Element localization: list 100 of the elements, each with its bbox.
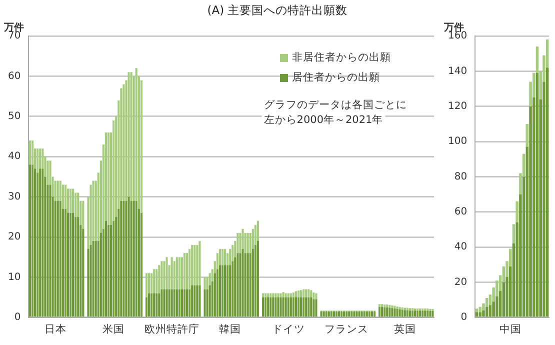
bar [272, 293, 274, 298]
bar [391, 308, 394, 317]
bar [145, 297, 148, 317]
bar [236, 232, 239, 254]
bar [310, 290, 312, 298]
y-tick-label: 160 [448, 30, 468, 42]
bar [64, 208, 66, 317]
bar [176, 289, 178, 317]
bar [148, 293, 150, 317]
bar [325, 311, 328, 317]
bar [158, 293, 160, 317]
y-tick-label: 10 [8, 272, 21, 283]
y-tick-label: 70 [8, 30, 21, 42]
bar [82, 228, 84, 317]
bar [256, 241, 259, 317]
bar [186, 253, 188, 290]
bar [180, 257, 184, 290]
bar [308, 289, 310, 298]
bar [396, 308, 398, 317]
bar [315, 293, 318, 300]
bar [536, 72, 539, 317]
bar [36, 148, 39, 173]
bar [292, 292, 294, 298]
bar [62, 184, 64, 209]
bar [166, 257, 168, 290]
bar [526, 124, 529, 147]
bar [256, 220, 259, 242]
bar [244, 253, 246, 317]
y-tick-label: 140 [448, 66, 468, 77]
bar [406, 310, 408, 317]
bar [229, 265, 232, 317]
bar [140, 80, 142, 213]
bar [401, 310, 404, 317]
bar [305, 289, 308, 298]
bar [122, 84, 125, 201]
bar [358, 311, 360, 317]
legend-label: 居住者からの出願 [292, 70, 380, 84]
bar [432, 310, 434, 317]
bar [356, 311, 358, 317]
bar [66, 188, 70, 213]
bar [31, 140, 34, 165]
y-tick-label: 20 [8, 232, 21, 243]
bar [290, 293, 292, 298]
bar [218, 249, 222, 266]
bar [277, 297, 280, 317]
bar [74, 192, 77, 217]
bar [39, 168, 42, 317]
bar [94, 241, 97, 317]
bar [216, 269, 218, 317]
bar [401, 307, 404, 310]
y-tick-label: 30 [8, 191, 21, 202]
bar [239, 232, 242, 254]
bar [236, 253, 239, 317]
bar [221, 265, 224, 317]
bar [404, 310, 406, 317]
bar [135, 200, 138, 317]
bar [338, 311, 340, 317]
bar [284, 293, 287, 298]
bar [128, 72, 130, 197]
bar [153, 293, 156, 317]
bar [34, 168, 36, 317]
bar [92, 241, 94, 317]
bar [368, 311, 370, 317]
bar [249, 232, 252, 254]
bar [208, 285, 211, 317]
bar [90, 184, 92, 246]
x-tick-label: 韓国 [219, 322, 242, 336]
bar [277, 293, 280, 298]
bar [246, 253, 249, 317]
bar [153, 269, 156, 294]
bar [224, 249, 226, 266]
bar [353, 311, 356, 317]
bar [280, 293, 282, 298]
bar [218, 265, 222, 317]
bar [332, 311, 335, 317]
bar [232, 245, 234, 262]
bar [287, 297, 290, 317]
bar [56, 200, 59, 317]
y-tick-label: 50 [8, 110, 21, 122]
bar [274, 297, 277, 317]
bar [130, 200, 132, 317]
bar [77, 216, 80, 317]
bar [264, 297, 267, 317]
bar [398, 306, 401, 310]
x-tick-label: フランス [324, 323, 369, 336]
bar [244, 232, 246, 254]
bar [112, 220, 115, 317]
bar [292, 297, 294, 317]
bar [512, 224, 516, 244]
bar [150, 273, 153, 294]
annotation: 左から2000年～2021年 [264, 114, 384, 126]
bar [208, 273, 211, 286]
bar [310, 297, 312, 317]
x-tick-label: 英国 [394, 322, 416, 336]
bar [246, 232, 249, 254]
bar [226, 253, 229, 266]
bar [186, 289, 188, 317]
bar [148, 273, 150, 294]
bar [350, 311, 353, 317]
bar [168, 289, 170, 317]
